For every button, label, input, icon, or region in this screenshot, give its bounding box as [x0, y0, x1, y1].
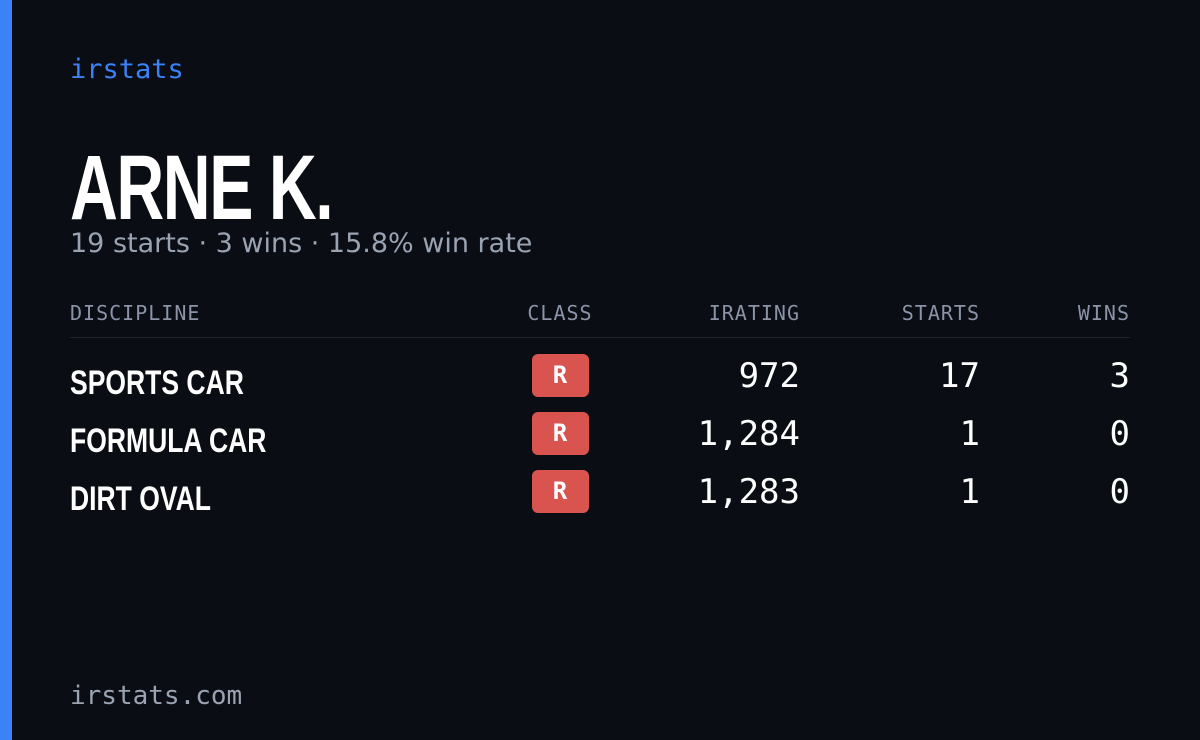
column-header: DISCIPLINE [70, 301, 201, 325]
wins: 3 [1109, 356, 1130, 396]
wins: 0 [1109, 472, 1130, 512]
discipline: SPORTS CAR [70, 364, 244, 402]
column-header: WINS [1077, 301, 1130, 325]
irating: 972 [738, 356, 800, 396]
discipline: FORMULA CAR [70, 422, 267, 460]
column-header: IRATING [708, 301, 800, 325]
driver-name: ARNE K. [70, 137, 334, 239]
footer-site: irstats.com [70, 681, 243, 711]
discipline: DIRT OVAL [70, 480, 211, 518]
header-rule [70, 337, 1130, 338]
class-badge: R [531, 470, 589, 513]
class-badge: R [531, 412, 589, 455]
starts: 1 [959, 414, 980, 454]
irating: 1,283 [697, 472, 800, 512]
wins: 0 [1109, 414, 1130, 454]
accent-bar [0, 0, 12, 740]
brand: irstats [70, 54, 184, 85]
summary: 19 starts · 3 wins · 15.8% win rate [70, 228, 533, 259]
starts: 17 [939, 356, 980, 396]
column-header: STARTS [901, 301, 980, 325]
irating: 1,284 [697, 414, 800, 454]
column-header: CLASS [527, 301, 593, 325]
class-badge: R [531, 354, 589, 397]
starts: 1 [959, 472, 980, 512]
